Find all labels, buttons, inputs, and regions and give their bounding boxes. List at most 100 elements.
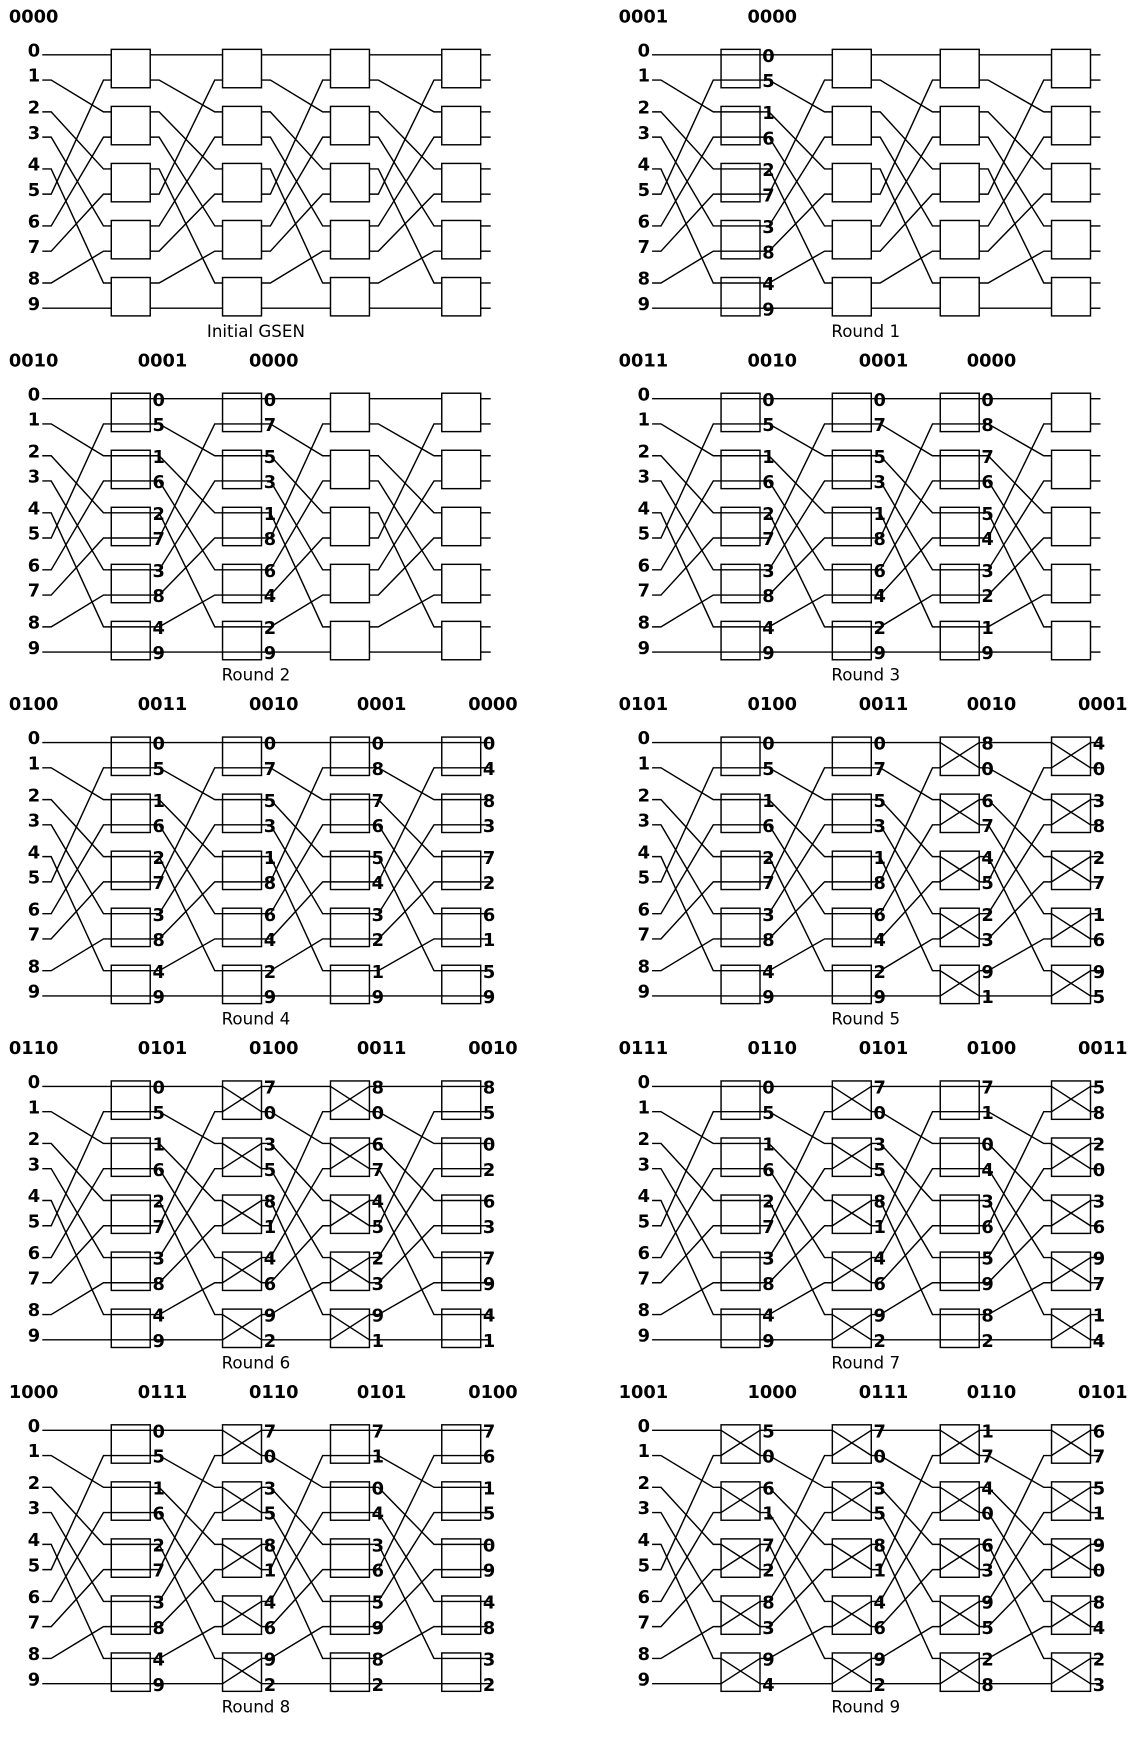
output-label: 7 [152, 1562, 164, 1582]
output-label: 2 [372, 931, 384, 951]
input-label: 3 [638, 1499, 650, 1519]
wire [150, 481, 222, 570]
output-label: 9 [152, 1332, 164, 1352]
wire [652, 1456, 721, 1570]
input-label: 2 [28, 443, 40, 463]
output-label: 2 [874, 619, 886, 639]
input-label: 1 [638, 1442, 650, 1462]
panel: 1000Round 801234567890516273849011170358… [9, 1383, 518, 1716]
output-label: 3 [152, 1594, 164, 1614]
switch [330, 163, 369, 201]
switch [721, 1425, 760, 1463]
output-label: 2 [264, 963, 276, 983]
output-label: 5 [372, 849, 384, 869]
switch [940, 49, 979, 87]
output-label: 3 [762, 562, 774, 582]
output-label: 3 [264, 1136, 276, 1156]
output-label: 5 [981, 1250, 993, 1270]
wire [42, 481, 111, 570]
input-label: 1 [638, 755, 650, 775]
output-label: 9 [981, 963, 993, 983]
switch [940, 1425, 979, 1463]
stage-counter: 0001 [859, 351, 909, 371]
input-label: 5 [28, 1213, 40, 1233]
wire [150, 169, 222, 283]
output-label: 2 [1093, 1651, 1105, 1671]
wire [652, 1112, 721, 1226]
output-label: 7 [981, 1079, 993, 1099]
output-label: 9 [264, 1307, 276, 1327]
switch [1052, 1482, 1091, 1520]
switch [1052, 737, 1091, 775]
output-label: 4 [1093, 1332, 1105, 1352]
wire [261, 825, 330, 914]
wire [652, 481, 721, 570]
output-label: 3 [264, 1480, 276, 1500]
input-label: 0 [28, 729, 40, 749]
output-label: 7 [483, 849, 495, 869]
wire [652, 137, 721, 226]
output-label: 2 [981, 906, 993, 926]
output-label: 6 [762, 1480, 774, 1500]
output-label: 5 [1093, 1480, 1105, 1500]
input-label: 9 [28, 983, 40, 1003]
switch [330, 393, 369, 431]
output-label: 1 [152, 792, 164, 812]
output-label: 4 [874, 1250, 886, 1270]
input-label: 9 [28, 295, 40, 315]
output-label: 8 [264, 1193, 276, 1213]
switch [111, 220, 150, 258]
output-label: 6 [762, 129, 774, 149]
input-label: 5 [638, 1213, 650, 1233]
panel: 0101Round 501234567890516273849010007531… [619, 695, 1128, 1028]
wire [261, 1513, 330, 1602]
switch [111, 278, 150, 316]
panel: 0000Initial GSEN0123456789 [9, 8, 491, 341]
output-label: 8 [372, 1079, 384, 1099]
output-label: 5 [264, 1505, 276, 1525]
switch [832, 163, 871, 201]
output-label: 1 [264, 1562, 276, 1582]
output-label: 6 [762, 817, 774, 837]
output-label: 4 [372, 1193, 384, 1213]
wire [369, 424, 441, 538]
switch [940, 794, 979, 832]
panel-counter: 0110 [9, 1039, 59, 1059]
switch [442, 163, 481, 201]
output-label: 0 [1093, 1562, 1105, 1582]
wire [979, 481, 1051, 570]
input-label: 8 [638, 957, 650, 977]
switch [721, 1653, 760, 1691]
input-label: 8 [28, 1645, 40, 1665]
output-label: 4 [483, 1307, 495, 1327]
output-label: 7 [483, 1250, 495, 1270]
output-label: 6 [372, 1136, 384, 1156]
output-label: 7 [874, 1423, 886, 1443]
output-label: 5 [483, 1104, 495, 1124]
input-label: 0 [638, 1417, 650, 1437]
switch [1052, 163, 1091, 201]
switch [1052, 794, 1091, 832]
output-label: 0 [1093, 1161, 1105, 1181]
output-label: 6 [1093, 1218, 1105, 1238]
wire [42, 1169, 111, 1258]
input-label: 2 [28, 1130, 40, 1150]
input-label: 8 [28, 614, 40, 634]
output-label: 1 [981, 1423, 993, 1443]
input-label: 7 [638, 1613, 650, 1633]
output-label: 0 [762, 1079, 774, 1099]
output-label: 3 [874, 1480, 886, 1500]
switch [111, 49, 150, 87]
output-label: 7 [762, 1537, 774, 1557]
stage-counter: 0101 [357, 1383, 407, 1403]
wire [42, 1544, 111, 1658]
output-label: 0 [152, 1079, 164, 1099]
input-label: 0 [28, 385, 40, 405]
output-label: 5 [1093, 988, 1105, 1008]
switch [223, 278, 262, 316]
output-label: 2 [372, 1250, 384, 1270]
output-label: 2 [152, 505, 164, 525]
output-label: 1 [152, 1480, 164, 1500]
switch [223, 1138, 262, 1176]
wire [369, 481, 441, 570]
